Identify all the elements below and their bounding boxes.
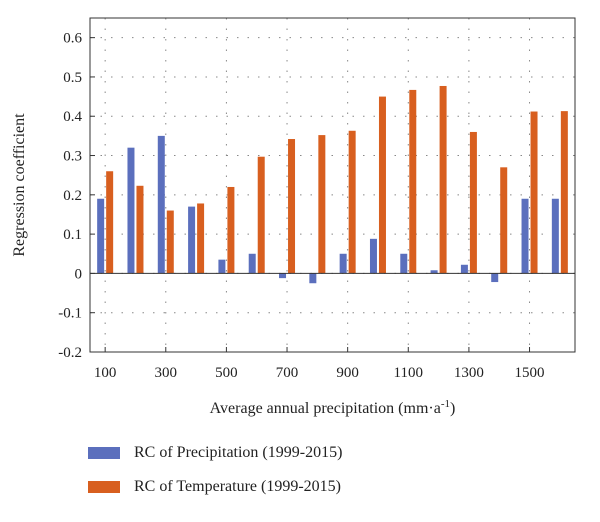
temperature-bar-200 bbox=[136, 185, 144, 274]
legend-swatch-precipitation bbox=[88, 447, 120, 459]
x-tick-label: 300 bbox=[155, 365, 178, 381]
x-tick-label: 1100 bbox=[394, 365, 423, 381]
precipitation-bar-1500 bbox=[521, 198, 529, 274]
legend-swatch-temperature bbox=[88, 481, 120, 493]
temperature-bar-1000 bbox=[378, 96, 386, 274]
bar-chart: -0.2 -0.1 0 0.1 0.2 0.3 0.4 0.5 0.6 100 300 500 700… bbox=[11, 17, 576, 417]
x-tick-label: 1300 bbox=[454, 365, 484, 381]
legend-item-precipitation: RC of Precipitation (1999-2015) bbox=[88, 442, 342, 464]
precipitation-bar-200 bbox=[127, 147, 135, 274]
precipitation-bar-100 bbox=[97, 198, 105, 274]
precipitation-bar-900 bbox=[339, 253, 347, 274]
precipitation-bar-1400 bbox=[491, 273, 499, 283]
y-tick-label: 0.5 bbox=[63, 70, 82, 86]
y-tick-label: -0.1 bbox=[58, 306, 82, 322]
temperature-bar-1300 bbox=[469, 131, 477, 274]
y-tick-label: 0 bbox=[75, 266, 83, 282]
legend-label-temperature: RC of Temperature (1999-2015) bbox=[134, 478, 341, 495]
temperature-bar-600 bbox=[257, 156, 265, 274]
temperature-bar-1600 bbox=[560, 111, 568, 274]
y-tick-label: 0.6 bbox=[63, 31, 82, 47]
temperature-bar-900 bbox=[348, 130, 356, 274]
temperature-bar-500 bbox=[227, 186, 235, 274]
precipitation-bar-1300 bbox=[460, 264, 468, 274]
temperature-bar-100 bbox=[106, 171, 114, 274]
temperature-bar-1500 bbox=[530, 111, 538, 274]
plot-area-frame bbox=[89, 17, 576, 353]
x-tick-label: 900 bbox=[336, 365, 359, 381]
legend-item-temperature: RC of Temperature (1999-2015) bbox=[88, 476, 342, 498]
legend-label-precipitation: RC of Precipitation (1999-2015) bbox=[134, 444, 343, 461]
y-tick-label: 0.3 bbox=[63, 149, 82, 165]
precipitation-bar-300 bbox=[157, 135, 165, 274]
precipitation-bar-600 bbox=[248, 253, 256, 274]
temperature-bar-1200 bbox=[439, 85, 447, 274]
x-tick-label: 1500 bbox=[515, 365, 545, 381]
legend: RC of Precipitation (1999-2015) RC of Te… bbox=[88, 442, 342, 510]
temperature-bar-1400 bbox=[500, 167, 508, 274]
x-axis-title: Average annual precipitation (mm·a-1) bbox=[210, 398, 456, 417]
y-tick-label: 0.1 bbox=[63, 227, 82, 243]
y-axis-ticks: -0.2 -0.1 0 0.1 0.2 0.3 0.4 0.5 0.6 bbox=[58, 31, 95, 361]
bars bbox=[97, 85, 568, 284]
precipitation-bar-500 bbox=[218, 259, 226, 274]
y-tick-label: -0.2 bbox=[58, 345, 82, 361]
temperature-bar-1100 bbox=[409, 89, 417, 274]
precipitation-bar-1000 bbox=[369, 238, 377, 274]
precipitation-bar-1200 bbox=[430, 270, 438, 274]
y-tick-label: 0.4 bbox=[63, 109, 82, 125]
precipitation-bar-400 bbox=[188, 206, 196, 274]
temperature-bar-800 bbox=[318, 135, 326, 274]
temperature-bar-300 bbox=[166, 210, 174, 274]
precipitation-bar-800 bbox=[309, 273, 317, 284]
precipitation-bar-700 bbox=[279, 273, 287, 279]
precipitation-bar-1600 bbox=[551, 198, 559, 274]
precipitation-bar-1100 bbox=[400, 253, 408, 274]
temperature-bar-700 bbox=[288, 139, 296, 274]
temperature-bar-400 bbox=[197, 203, 205, 274]
y-axis-title: Regression coefficient bbox=[11, 113, 28, 257]
y-tick-label: 0.2 bbox=[63, 188, 82, 204]
x-tick-label: 500 bbox=[215, 365, 238, 381]
x-tick-label: 700 bbox=[276, 365, 299, 381]
x-axis-ticks: 100 300 500 700 900 1100 1300 1500 bbox=[94, 347, 545, 381]
x-tick-label: 100 bbox=[94, 365, 117, 381]
